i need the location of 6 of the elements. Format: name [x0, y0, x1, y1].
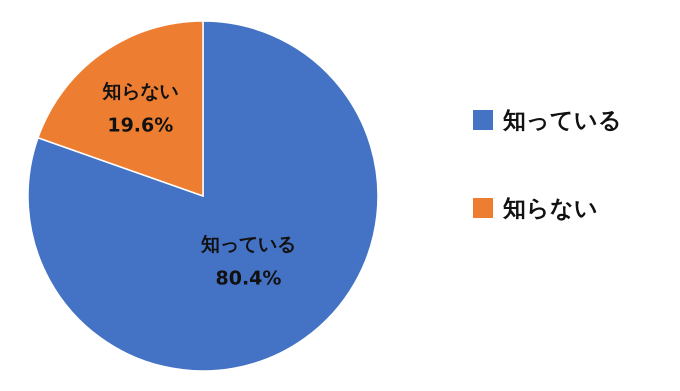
- slice-label: 知らない: [101, 80, 178, 102]
- slice-label: 知っている: [200, 233, 296, 256]
- legend-label: 知っている: [502, 108, 622, 134]
- legend-label: 知らない: [502, 196, 598, 222]
- data-label: 19.6%: [107, 114, 174, 136]
- data-label: 80.4%: [216, 267, 282, 290]
